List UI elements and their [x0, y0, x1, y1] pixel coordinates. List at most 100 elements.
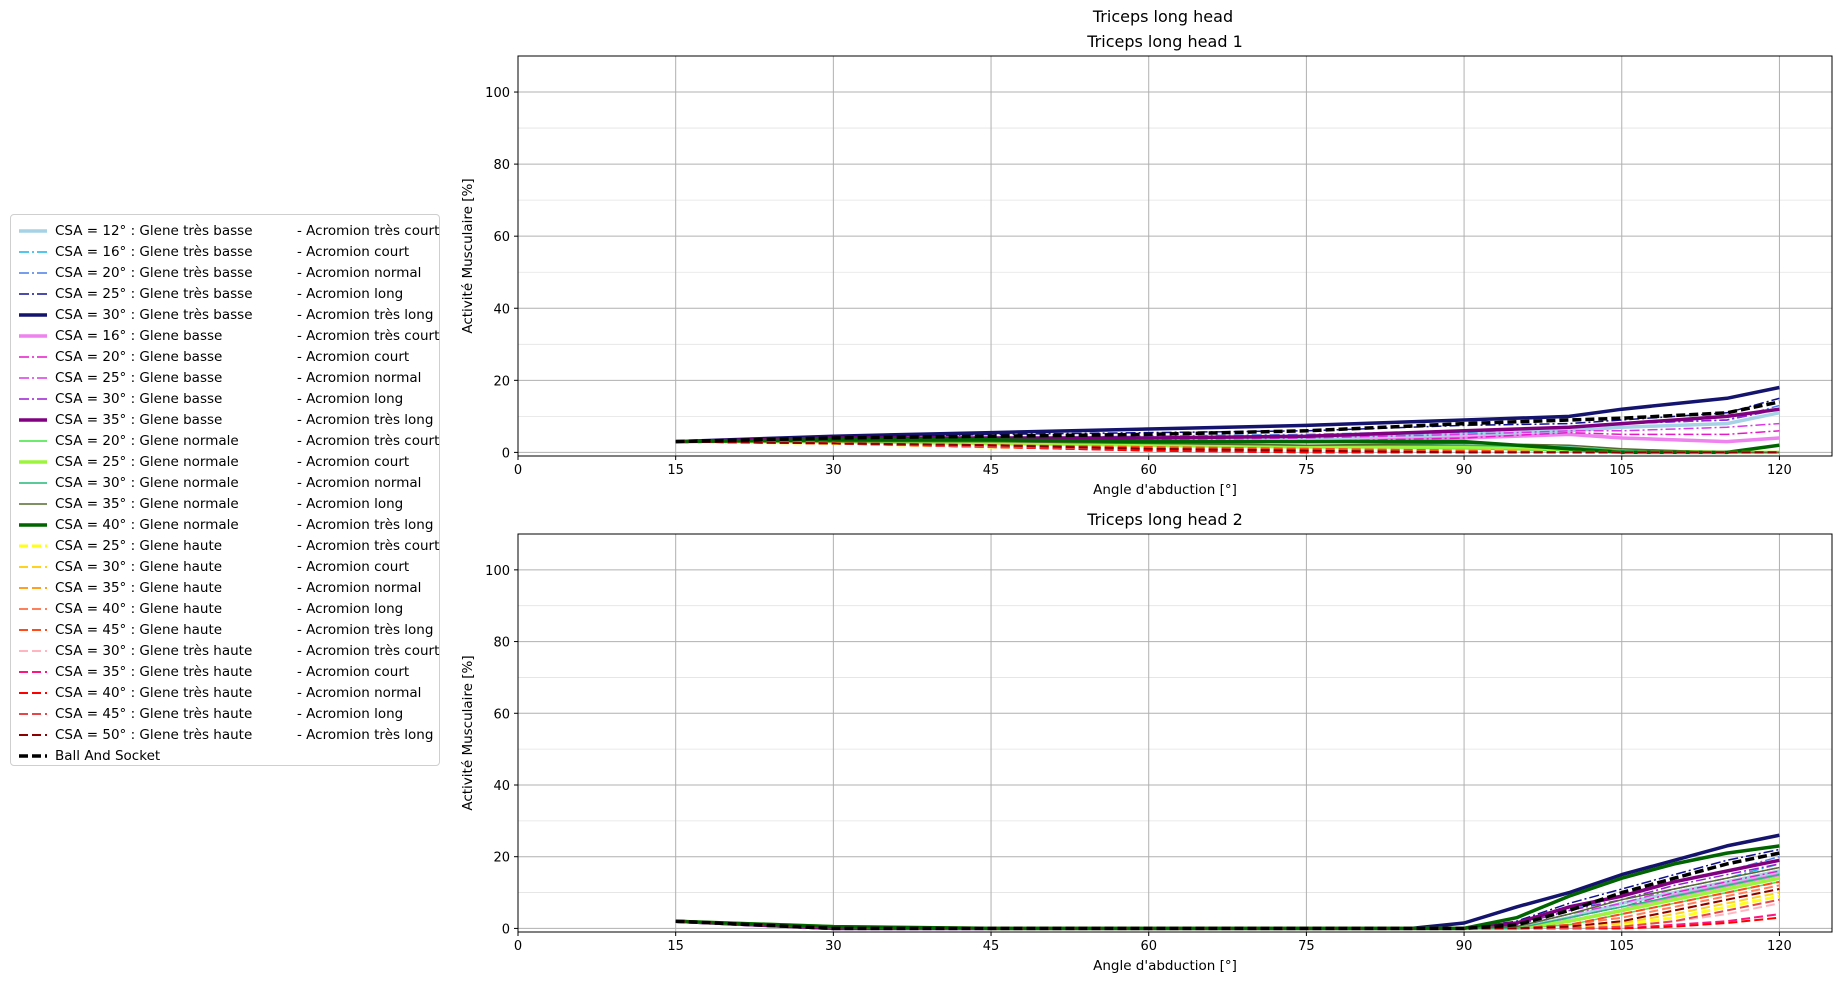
y-tick-label: 80 [493, 636, 510, 651]
legend-acromion-label: - Acromion normal [297, 685, 422, 701]
y-tick-label: 80 [493, 158, 510, 173]
y-tick-label: 20 [493, 374, 510, 389]
legend-acromion-label: - Acromion très court [297, 223, 440, 239]
legend-swatch [19, 398, 47, 400]
legend-acromion-label: - Acromion court [297, 559, 410, 575]
x-tick-label: 0 [514, 463, 522, 478]
legend-item: CSA = 40° : Glene très haute - Acromion n… [11, 683, 439, 704]
legend-item: CSA = 30° : Glene très haute - Acromion t… [11, 641, 439, 662]
legend-acromion-label: - Acromion très long [297, 622, 434, 638]
x-tick-label: 90 [1456, 463, 1473, 478]
legend-swatch [19, 334, 47, 338]
legend-item: CSA = 25° : Glene basse - Acromion normal [11, 368, 439, 389]
legend-swatch [19, 734, 47, 736]
series-line [675, 400, 1780, 444]
legend-swatch [19, 293, 47, 295]
x-tick-label: 30 [825, 463, 842, 478]
x-tick-label: 45 [983, 463, 1000, 478]
series-line [675, 438, 1780, 455]
x-tick-label: 75 [1298, 939, 1315, 954]
legend-item: CSA = 25° : Glene normale - Acromion cour… [11, 452, 439, 473]
legend-item: Ball And Socket [11, 746, 439, 767]
legend-label: CSA = 40° : Glene très haute [55, 685, 253, 701]
legend-item: CSA = 16° : Glene basse - Acromion très c… [11, 326, 439, 347]
series-line [675, 440, 1780, 454]
y-tick-label: 40 [493, 779, 510, 794]
legend-acromion-label: - Acromion très court [297, 433, 440, 449]
legend-acromion-label: - Acromion court [297, 349, 410, 365]
legend-label: CSA = 30° : Glene très haute [55, 643, 253, 659]
chart-title: Triceps long head 2 [1086, 510, 1243, 529]
legend-item: CSA = 35° : Glene haute - Acromion normal [11, 578, 439, 599]
x-tick-label: 105 [1609, 463, 1634, 478]
legend-swatch [19, 460, 47, 464]
legend-label: CSA = 45° : Glene haute [55, 622, 223, 638]
x-tick-label: 75 [1298, 463, 1315, 478]
legend-label: CSA = 35° : Glene basse [55, 412, 223, 428]
legend-item: CSA = 50° : Glene très haute - Acromion t… [11, 725, 439, 746]
legend-item: CSA = 35° : Glene très haute - Acromion c… [11, 662, 439, 683]
legend-swatch [19, 272, 47, 274]
legend-label: CSA = 25° : Glene normale [55, 454, 239, 470]
axes-frame [517, 55, 1833, 457]
legend-acromion-label: - Acromion court [297, 454, 410, 470]
legend-swatch [19, 356, 47, 358]
y-tick-label: 0 [502, 922, 510, 937]
legend-acromion-label: - Acromion court [297, 664, 410, 680]
x-tick-label: 15 [667, 463, 684, 478]
legend-swatch [19, 503, 47, 505]
legend-acromion-label: - Acromion long [297, 286, 404, 302]
chart-title: Triceps long head 1 [1086, 32, 1243, 51]
series-line [675, 876, 1780, 931]
legend-item: CSA = 40° : Glene normale - Acromion très… [11, 515, 439, 536]
legend-label: CSA = 25° : Glene haute [55, 538, 223, 554]
legend-acromion-label: - Acromion long [297, 706, 404, 722]
legend-label: CSA = 25° : Glene basse [55, 370, 223, 386]
legend-acromion-label: - Acromion long [297, 391, 404, 407]
legend-swatch [19, 251, 47, 253]
x-axis-label: Angle d'abduction [°] [1093, 958, 1237, 974]
legend-swatch [19, 377, 47, 379]
legend-label: CSA = 20° : Glene basse [55, 349, 223, 365]
x-tick-label: 90 [1456, 939, 1473, 954]
legend-swatch [19, 608, 47, 610]
legend-acromion-label: - Acromion très court [297, 643, 440, 659]
legend-acromion-label: - Acromion normal [297, 580, 422, 596]
legend-label: CSA = 30° : Glene haute [55, 559, 223, 575]
figure-title: Triceps long head [1092, 7, 1233, 26]
legend-acromion-label: - Acromion très long [297, 727, 434, 743]
legend-label: CSA = 30° : Glene très basse [55, 307, 253, 323]
legend-acromion-label: - Acromion normal [297, 370, 422, 386]
legend-acromion-label: - Acromion très long [297, 517, 434, 533]
legend-label: CSA = 45° : Glene très haute [55, 706, 253, 722]
series-line [675, 440, 1780, 454]
legend-acromion-label: - Acromion normal [297, 265, 422, 281]
legend-item: CSA = 16° : Glene très basse - Acromion c… [11, 242, 439, 263]
legend-acromion-label: - Acromion court [297, 244, 410, 260]
legend-swatch [19, 650, 47, 652]
legend-acromion-label: - Acromion très long [297, 307, 434, 323]
x-tick-label: 60 [1140, 463, 1157, 478]
legend-swatch [19, 629, 47, 631]
legend-swatch [19, 418, 47, 422]
legend-item: CSA = 45° : Glene très haute - Acromion l… [11, 704, 439, 725]
legend-acromion-label: - Acromion très court [297, 538, 440, 554]
legend-item: CSA = 45° : Glene haute - Acromion très l… [11, 620, 439, 641]
legend-item: CSA = 30° : Glene haute - Acromion court [11, 557, 439, 578]
legend-swatch [19, 229, 47, 233]
legend-label: CSA = 40° : Glene haute [55, 601, 223, 617]
axes-frame [517, 533, 1833, 933]
y-tick-label: 20 [493, 851, 510, 866]
legend-item: CSA = 35° : Glene basse - Acromion très l… [11, 410, 439, 431]
legend-item: CSA = 35° : Glene normale - Acromion long [11, 494, 439, 515]
x-tick-label: 120 [1767, 463, 1792, 478]
y-tick-label: 100 [485, 86, 510, 101]
legend-swatch [19, 313, 47, 317]
legend-label: CSA = 30° : Glene basse [55, 391, 223, 407]
legend-label: CSA = 35° : Glene très haute [55, 664, 253, 680]
x-axis-label: Angle d'abduction [°] [1093, 482, 1237, 498]
plot-triceps-long-head-2: 0 15 30 45 60 75 90 105 120 0 20 40 60 80 100 Triceps l… [460, 510, 1833, 974]
legend-swatch [19, 692, 47, 694]
legend-item: CSA = 20° : Glene normale - Acromion très… [11, 431, 439, 452]
legend-item: CSA = 20° : Glene très basse - Acromion n… [11, 263, 439, 284]
